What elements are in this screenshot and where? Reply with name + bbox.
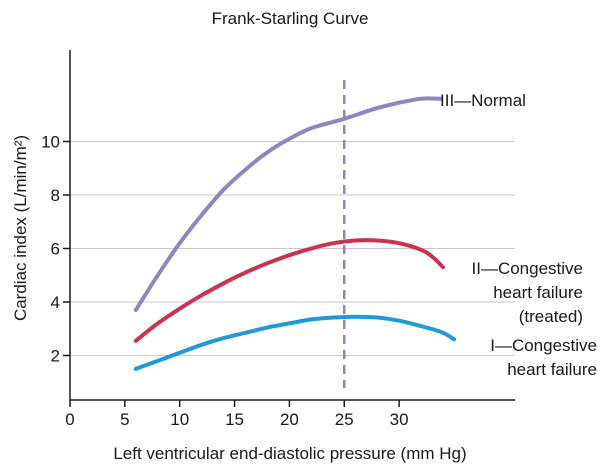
y-axis-label: Cardiac index (L/min/m²): [11, 135, 30, 321]
label-normal: III—Normal: [440, 91, 526, 110]
x-tick-label-0: 0: [65, 410, 74, 429]
label-chf: I—Congestive heart failure: [490, 336, 597, 379]
x-tick-label-30: 30: [390, 410, 409, 429]
label-normal-line-0: III—Normal: [440, 91, 526, 110]
series-chf-treated-line: [133, 238, 445, 343]
series-group: [133, 96, 456, 371]
series-labels: III—Normal II—Congestive heart failure (tre…: [440, 91, 597, 379]
y-tick-label-10: 10: [41, 133, 60, 152]
series-chf-line: [133, 314, 456, 371]
x-ticks: 0 5 10 15 20 25 30: [65, 400, 409, 429]
y-tick-label-6: 6: [51, 240, 60, 259]
label-chf-treated: II—Congestive heart failure (treated): [472, 259, 584, 326]
x-tick-label-5: 5: [120, 410, 129, 429]
y-tick-label-2: 2: [51, 347, 60, 366]
y-tick-label-8: 8: [51, 186, 60, 205]
label-chf-treated-line-0: II—Congestive: [472, 259, 584, 278]
gridlines: [70, 141, 515, 356]
y-tick-label-4: 4: [51, 293, 60, 312]
chart-title: Frank-Starling Curve: [212, 9, 369, 28]
label-chf-treated-line-1: heart failure: [493, 283, 583, 302]
label-chf-line-1: heart failure: [507, 360, 597, 379]
y-ticks: 2 4 6 8 10: [41, 133, 70, 366]
x-tick-label-20: 20: [280, 410, 299, 429]
label-chf-treated-line-2: (treated): [519, 307, 583, 326]
x-axis-label: Left ventricular end-diastolic pressure …: [113, 444, 466, 463]
x-tick-label-15: 15: [225, 410, 244, 429]
x-tick-label-10: 10: [170, 410, 189, 429]
label-chf-line-0: I—Congestive: [490, 336, 597, 355]
x-tick-label-25: 25: [335, 410, 354, 429]
axes: [69, 50, 515, 401]
series-normal-line: [133, 96, 443, 312]
